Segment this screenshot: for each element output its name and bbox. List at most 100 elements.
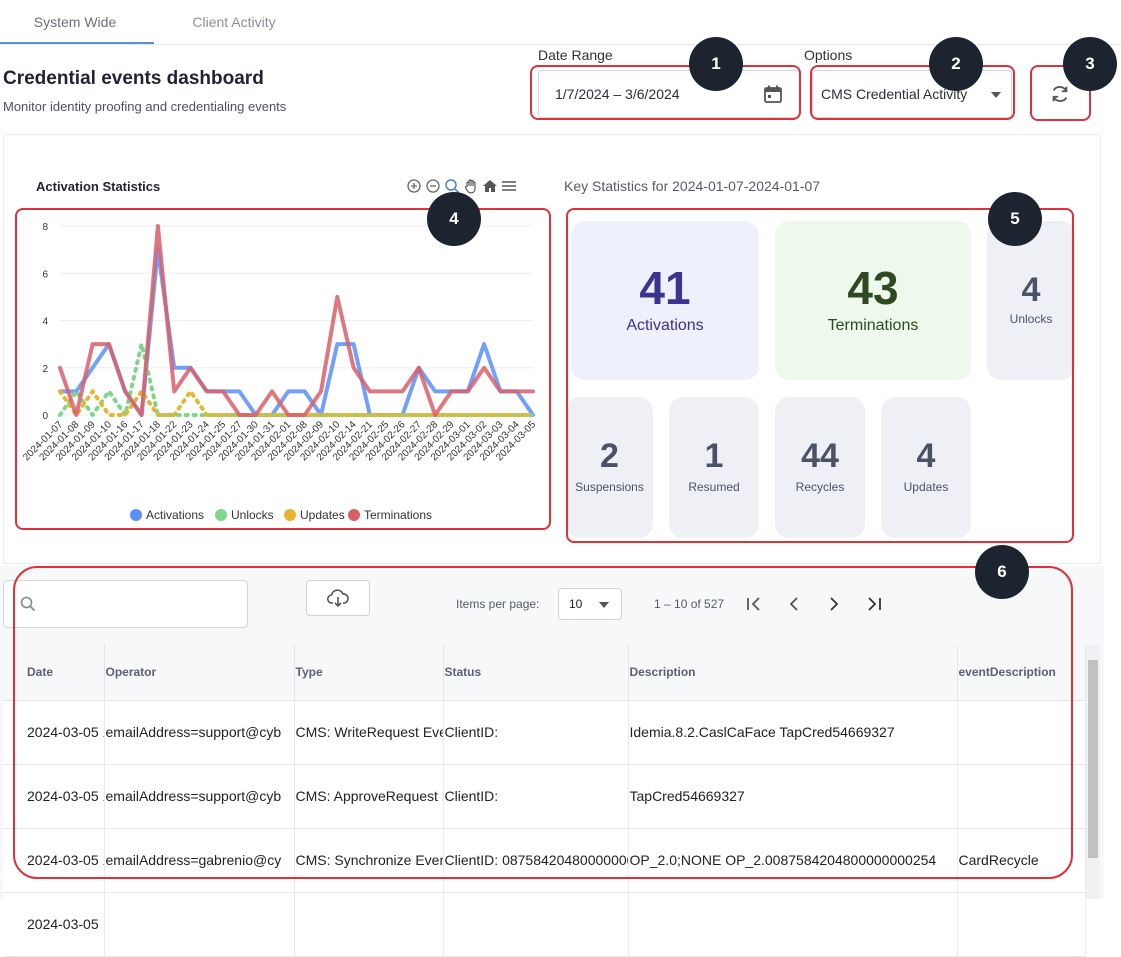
legend-marker-activations: [130, 509, 142, 521]
legend-marker-terminations: [348, 509, 360, 521]
options-select[interactable]: CMS Credential Activity: [812, 70, 1012, 118]
cell-description: [628, 892, 958, 957]
cell-date: 2024-03-05 10:59:10 AM: [3, 828, 105, 893]
stat-value: 4: [916, 437, 936, 475]
annotation-badge-5: 5: [988, 192, 1042, 246]
stat-card-unlocks: 4 Unlocks: [987, 221, 1075, 380]
chart-series: [58, 224, 535, 417]
cell-operator: [104, 892, 295, 957]
chart-legend: Activations Unlocks Updates Terminations: [130, 508, 432, 522]
cell-date: 2024-03-05: [3, 892, 105, 957]
stat-value: 41: [639, 262, 691, 314]
menu-icon[interactable]: [501, 178, 517, 194]
cell-status: ClientID: 087584204800000000254: [443, 828, 629, 893]
home-icon[interactable]: [482, 178, 498, 194]
column-header-type[interactable]: Type: [294, 645, 444, 701]
cell-date: 2024-03-05 10:59:51 AM: [3, 764, 105, 829]
y-tick-label: 8: [42, 222, 48, 233]
y-tick-label: 2: [42, 364, 48, 375]
stat-card-activations: 41 Activations: [571, 221, 759, 380]
table-row[interactable]: 2024-03-05: [3, 892, 1086, 957]
chart-title: Activation Statistics: [36, 179, 161, 194]
table-scrollbar-thumb[interactable]: [1088, 660, 1098, 858]
y-tick-label: 0: [42, 411, 48, 422]
cell-date: 2024-03-05 10:59:51 AM: [3, 700, 105, 765]
stat-label: Activations: [626, 317, 704, 334]
previous-page-icon[interactable]: [784, 594, 804, 614]
search-icon: [20, 596, 36, 612]
stat-value: 44: [801, 437, 839, 475]
cell-event-description: [957, 700, 1086, 765]
cell-status: ClientID:: [443, 700, 629, 765]
cell-type: [294, 892, 444, 957]
column-header-operator[interactable]: Operator: [104, 645, 295, 701]
cell-operator: emailAddress=support@cyb: [104, 700, 295, 765]
chevron-down-icon: [991, 92, 1001, 98]
items-per-page-label: Items per page:: [456, 597, 540, 611]
chevron-down-icon: [599, 602, 609, 608]
download-button[interactable]: [306, 580, 370, 616]
last-page-icon[interactable]: [864, 594, 884, 614]
cell-type: CMS: ApproveRequest Event Id: 20062: [294, 764, 444, 829]
first-page-icon[interactable]: [744, 594, 764, 614]
stat-card-resumed: 1 Resumed: [669, 397, 759, 538]
date-range-input[interactable]: 1/7/2024 – 3/6/2024: [538, 70, 800, 118]
tab-system-wide[interactable]: System Wide: [33, 14, 117, 30]
table-row[interactable]: 2024-03-05 10:59:51 AM emailAddress=supp…: [3, 764, 1086, 829]
date-range-value: 1/7/2024 – 3/6/2024: [555, 86, 680, 102]
column-header-date[interactable]: Date: [3, 645, 105, 701]
key-statistics-title: Key Statistics for 2024-01-07-2024-01-07: [564, 178, 821, 194]
table-row[interactable]: 2024-03-05 10:59:51 AM emailAddress=supp…: [3, 700, 1086, 765]
y-tick-label: 6: [42, 269, 48, 280]
tab-client-activity[interactable]: Client Activity: [192, 14, 276, 30]
stat-value: 1: [704, 437, 724, 475]
stat-card-suspensions: 2 Suspensions: [566, 397, 653, 538]
options-value: CMS Credential Activity: [821, 86, 968, 102]
pan-hand-icon[interactable]: [463, 178, 479, 194]
stat-card-terminations: 43 Terminations: [775, 221, 971, 380]
active-tab-indicator: [0, 42, 154, 44]
legend-label-unlocks: Unlocks: [231, 508, 274, 522]
column-header-status[interactable]: Status: [443, 645, 629, 701]
series-line-terminations: [58, 224, 535, 417]
page-subtitle: Monitor identity proofing and credential…: [3, 99, 287, 114]
cloud-download-icon: [326, 589, 349, 608]
annotation-badge-2: 2: [929, 37, 983, 91]
cell-operator: emailAddress=gabrenio@cy: [104, 828, 295, 893]
stat-label: Terminations: [827, 317, 919, 334]
cell-operator: emailAddress=support@cyb: [104, 764, 295, 829]
cell-description: OP_2.0;NONE OP_2.0087584204800000000254: [628, 828, 958, 893]
items-per-page-value: 10: [569, 597, 583, 611]
activation-statistics-chart: 0 2 4 6 8 2024-01-072024-01-082024-01-092024…: [21, 222, 538, 522]
page-title: Credential events dashboard: [3, 68, 264, 89]
cell-event-description: [957, 892, 1086, 957]
refresh-icon: [1052, 86, 1068, 102]
events-table: Date Operator Type Status Description ev…: [3, 645, 1086, 957]
stat-card-updates: 4 Updates: [881, 397, 971, 538]
zoom-out-icon[interactable]: [425, 178, 441, 194]
cell-description: Idemia.8.2.CaslCaFace TapCred54669327: [628, 700, 958, 765]
annotation-badge-1: 1: [689, 37, 743, 91]
cell-event-description: [957, 764, 1086, 829]
next-page-icon[interactable]: [824, 594, 844, 614]
options-label: Options: [804, 47, 853, 63]
column-header-description[interactable]: Description: [628, 645, 958, 701]
cell-status: ClientID:: [443, 764, 629, 829]
stat-label: Updates: [903, 480, 949, 494]
cell-status: [443, 892, 629, 957]
calendar-icon[interactable]: [763, 84, 783, 104]
y-tick-label: 4: [42, 317, 48, 328]
table-row[interactable]: 2024-03-05 10:59:10 AM emailAddress=gabr…: [3, 828, 1086, 893]
search-input[interactable]: [3, 580, 248, 628]
annotation-badge-4: 4: [427, 192, 481, 246]
items-per-page-select[interactable]: 10: [558, 588, 622, 620]
zoom-in-icon[interactable]: [406, 178, 422, 194]
pagination-range: 1 – 10 of 527: [654, 597, 725, 611]
cell-type: CMS: WriteRequest Event Id: 20064: [294, 700, 444, 765]
cell-event-description: CardRecycle: [957, 828, 1086, 893]
legend-marker-updates: [284, 509, 296, 521]
stat-label: Unlocks: [1009, 312, 1053, 326]
stat-value: 2: [600, 437, 619, 475]
column-header-event-description[interactable]: eventDescription: [957, 645, 1086, 701]
tab-divider: [0, 44, 1121, 45]
